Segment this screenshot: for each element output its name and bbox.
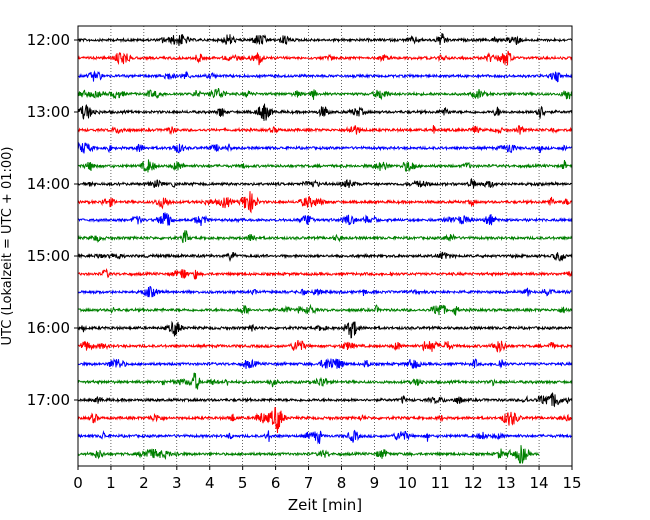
trace-1715	[77, 406, 573, 434]
x-tick-label: 4	[205, 474, 215, 492]
y-tick-label: 16:00	[27, 319, 70, 337]
trace-1630	[77, 357, 573, 369]
y-tick-label: 12:00	[27, 31, 70, 49]
x-tick-label: 0	[73, 474, 83, 492]
trace-1530	[77, 286, 573, 298]
y-axis: 12:00 13:00 14:00 15:00 16:00 17:00	[27, 31, 78, 409]
trace-1300	[77, 103, 573, 121]
trace-1415	[77, 191, 573, 214]
trace-1600	[77, 320, 573, 339]
y-tick-label: 14:00	[27, 175, 70, 193]
trace-1445	[77, 230, 573, 244]
plot-frame	[77, 25, 573, 467]
trace-1315	[77, 124, 573, 136]
x-tick-label: 1	[106, 474, 116, 492]
y-tick-label: 17:00	[27, 391, 70, 409]
x-tick-label: 8	[337, 474, 347, 492]
trace-1430	[77, 212, 573, 226]
x-tick-label: 13	[497, 474, 516, 492]
grid-lines	[110, 26, 540, 466]
trace-1330	[77, 141, 573, 154]
trace-group	[77, 32, 573, 464]
trace-1545	[77, 303, 573, 316]
trace-1500	[77, 251, 573, 262]
x-tick-label: 15	[562, 474, 581, 492]
x-tick-label: 7	[304, 474, 314, 492]
x-tick-label: 11	[431, 474, 450, 492]
trace-1515	[77, 267, 573, 280]
trace-1245	[77, 87, 573, 101]
trace-1215	[77, 50, 573, 66]
y-tick-label: 13:00	[27, 103, 70, 121]
trace-1345	[77, 159, 573, 173]
y-tick-label: 15:00	[27, 247, 70, 265]
x-tick-label: 9	[370, 474, 380, 492]
trace-1700	[77, 392, 573, 408]
x-tick-label: 6	[271, 474, 281, 492]
trace-1645	[77, 372, 573, 390]
x-axis: 0 1 2 3 4 5 6 7 8 9 10 11 12 13 14 15	[73, 466, 582, 492]
x-tick-label: 12	[464, 474, 483, 492]
trace-1230	[77, 70, 573, 83]
x-tick-label: 5	[238, 474, 248, 492]
trace-1745	[77, 445, 540, 464]
x-axis-label: Zeit [min]	[288, 496, 362, 514]
trace-1615	[77, 340, 573, 354]
trace-1730	[77, 429, 573, 445]
x-tick-label: 3	[172, 474, 182, 492]
x-tick-label: 10	[398, 474, 417, 492]
trace-1200	[77, 32, 573, 46]
x-tick-label: 2	[139, 474, 149, 492]
trace-1400	[77, 177, 572, 189]
x-tick-label: 14	[530, 474, 549, 492]
y-axis-label: UTC (Lokalzeit = UTC + 01:00)	[0, 147, 15, 346]
